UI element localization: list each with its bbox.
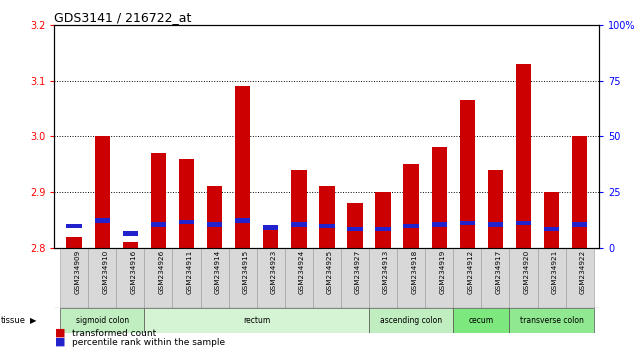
Bar [151, 222, 166, 227]
Bar [88, 248, 116, 308]
Text: GSM234909: GSM234909 [74, 250, 80, 294]
Text: GSM234923: GSM234923 [271, 250, 277, 294]
Bar [94, 136, 110, 248]
Bar [481, 248, 510, 308]
Bar [116, 248, 144, 308]
Bar [397, 248, 425, 308]
Bar [291, 170, 306, 248]
Bar [122, 231, 138, 235]
Text: GSM234922: GSM234922 [579, 250, 586, 294]
Bar [172, 248, 201, 308]
Bar [60, 248, 88, 308]
Text: ■: ■ [54, 328, 65, 338]
Text: GSM234912: GSM234912 [467, 250, 473, 294]
Bar [369, 248, 397, 308]
Bar [263, 225, 278, 248]
Bar [60, 308, 144, 333]
Bar [369, 308, 453, 333]
Text: GSM234917: GSM234917 [495, 250, 501, 294]
Text: GSM234914: GSM234914 [215, 250, 221, 294]
Bar [67, 236, 82, 248]
Text: ■: ■ [54, 337, 65, 347]
Bar [319, 224, 335, 228]
Text: GSM234918: GSM234918 [411, 250, 417, 294]
Bar [285, 248, 313, 308]
Bar [431, 147, 447, 248]
Bar [572, 222, 587, 227]
Text: ascending colon: ascending colon [380, 316, 442, 325]
Bar [516, 64, 531, 248]
Text: sigmoid colon: sigmoid colon [76, 316, 129, 325]
Bar [341, 248, 369, 308]
Text: GSM234920: GSM234920 [524, 250, 529, 294]
Bar [431, 222, 447, 227]
Bar [538, 248, 565, 308]
Bar [376, 192, 391, 248]
Bar [544, 192, 560, 248]
Text: rectum: rectum [243, 316, 271, 325]
Text: GDS3141 / 216722_at: GDS3141 / 216722_at [54, 11, 192, 24]
Bar [516, 221, 531, 225]
Bar [510, 248, 538, 308]
Text: transverse colon: transverse colon [520, 316, 583, 325]
Bar [207, 222, 222, 227]
Text: GSM234921: GSM234921 [552, 250, 558, 294]
Bar [565, 248, 594, 308]
Bar [256, 248, 285, 308]
Bar [425, 248, 453, 308]
Text: GSM234925: GSM234925 [327, 250, 333, 294]
Bar [403, 224, 419, 228]
Bar [67, 224, 82, 228]
Bar [235, 218, 251, 223]
Text: GSM234927: GSM234927 [355, 250, 361, 294]
Bar [460, 100, 475, 248]
Bar [347, 227, 363, 231]
Bar [151, 153, 166, 248]
Bar [313, 248, 341, 308]
Text: GSM234919: GSM234919 [439, 250, 445, 294]
Bar [207, 187, 222, 248]
Bar [229, 248, 256, 308]
Bar [201, 248, 229, 308]
Bar [403, 164, 419, 248]
Bar [510, 308, 594, 333]
Text: cecum: cecum [469, 316, 494, 325]
Text: GSM234916: GSM234916 [130, 250, 137, 294]
Bar [488, 170, 503, 248]
Text: transformed count: transformed count [72, 329, 156, 338]
Bar [144, 308, 369, 333]
Text: GSM234913: GSM234913 [383, 250, 389, 294]
Text: ▶: ▶ [29, 316, 36, 325]
Bar [544, 227, 560, 231]
Bar [488, 222, 503, 227]
Bar [460, 221, 475, 225]
Bar [144, 248, 172, 308]
Text: GSM234910: GSM234910 [102, 250, 108, 294]
Bar [453, 308, 510, 333]
Bar [235, 86, 251, 248]
Text: GSM234911: GSM234911 [187, 250, 192, 294]
Bar [347, 203, 363, 248]
Text: percentile rank within the sample: percentile rank within the sample [72, 338, 226, 347]
Bar [453, 248, 481, 308]
Bar [572, 136, 587, 248]
Text: tissue: tissue [1, 316, 26, 325]
Text: GSM234926: GSM234926 [158, 250, 164, 294]
Bar [179, 159, 194, 248]
Bar [94, 218, 110, 223]
Bar [291, 222, 306, 227]
Bar [263, 225, 278, 230]
Bar [122, 242, 138, 248]
Bar [179, 220, 194, 224]
Bar [376, 227, 391, 231]
Bar [319, 187, 335, 248]
Text: GSM234924: GSM234924 [299, 250, 305, 294]
Text: GSM234915: GSM234915 [243, 250, 249, 294]
